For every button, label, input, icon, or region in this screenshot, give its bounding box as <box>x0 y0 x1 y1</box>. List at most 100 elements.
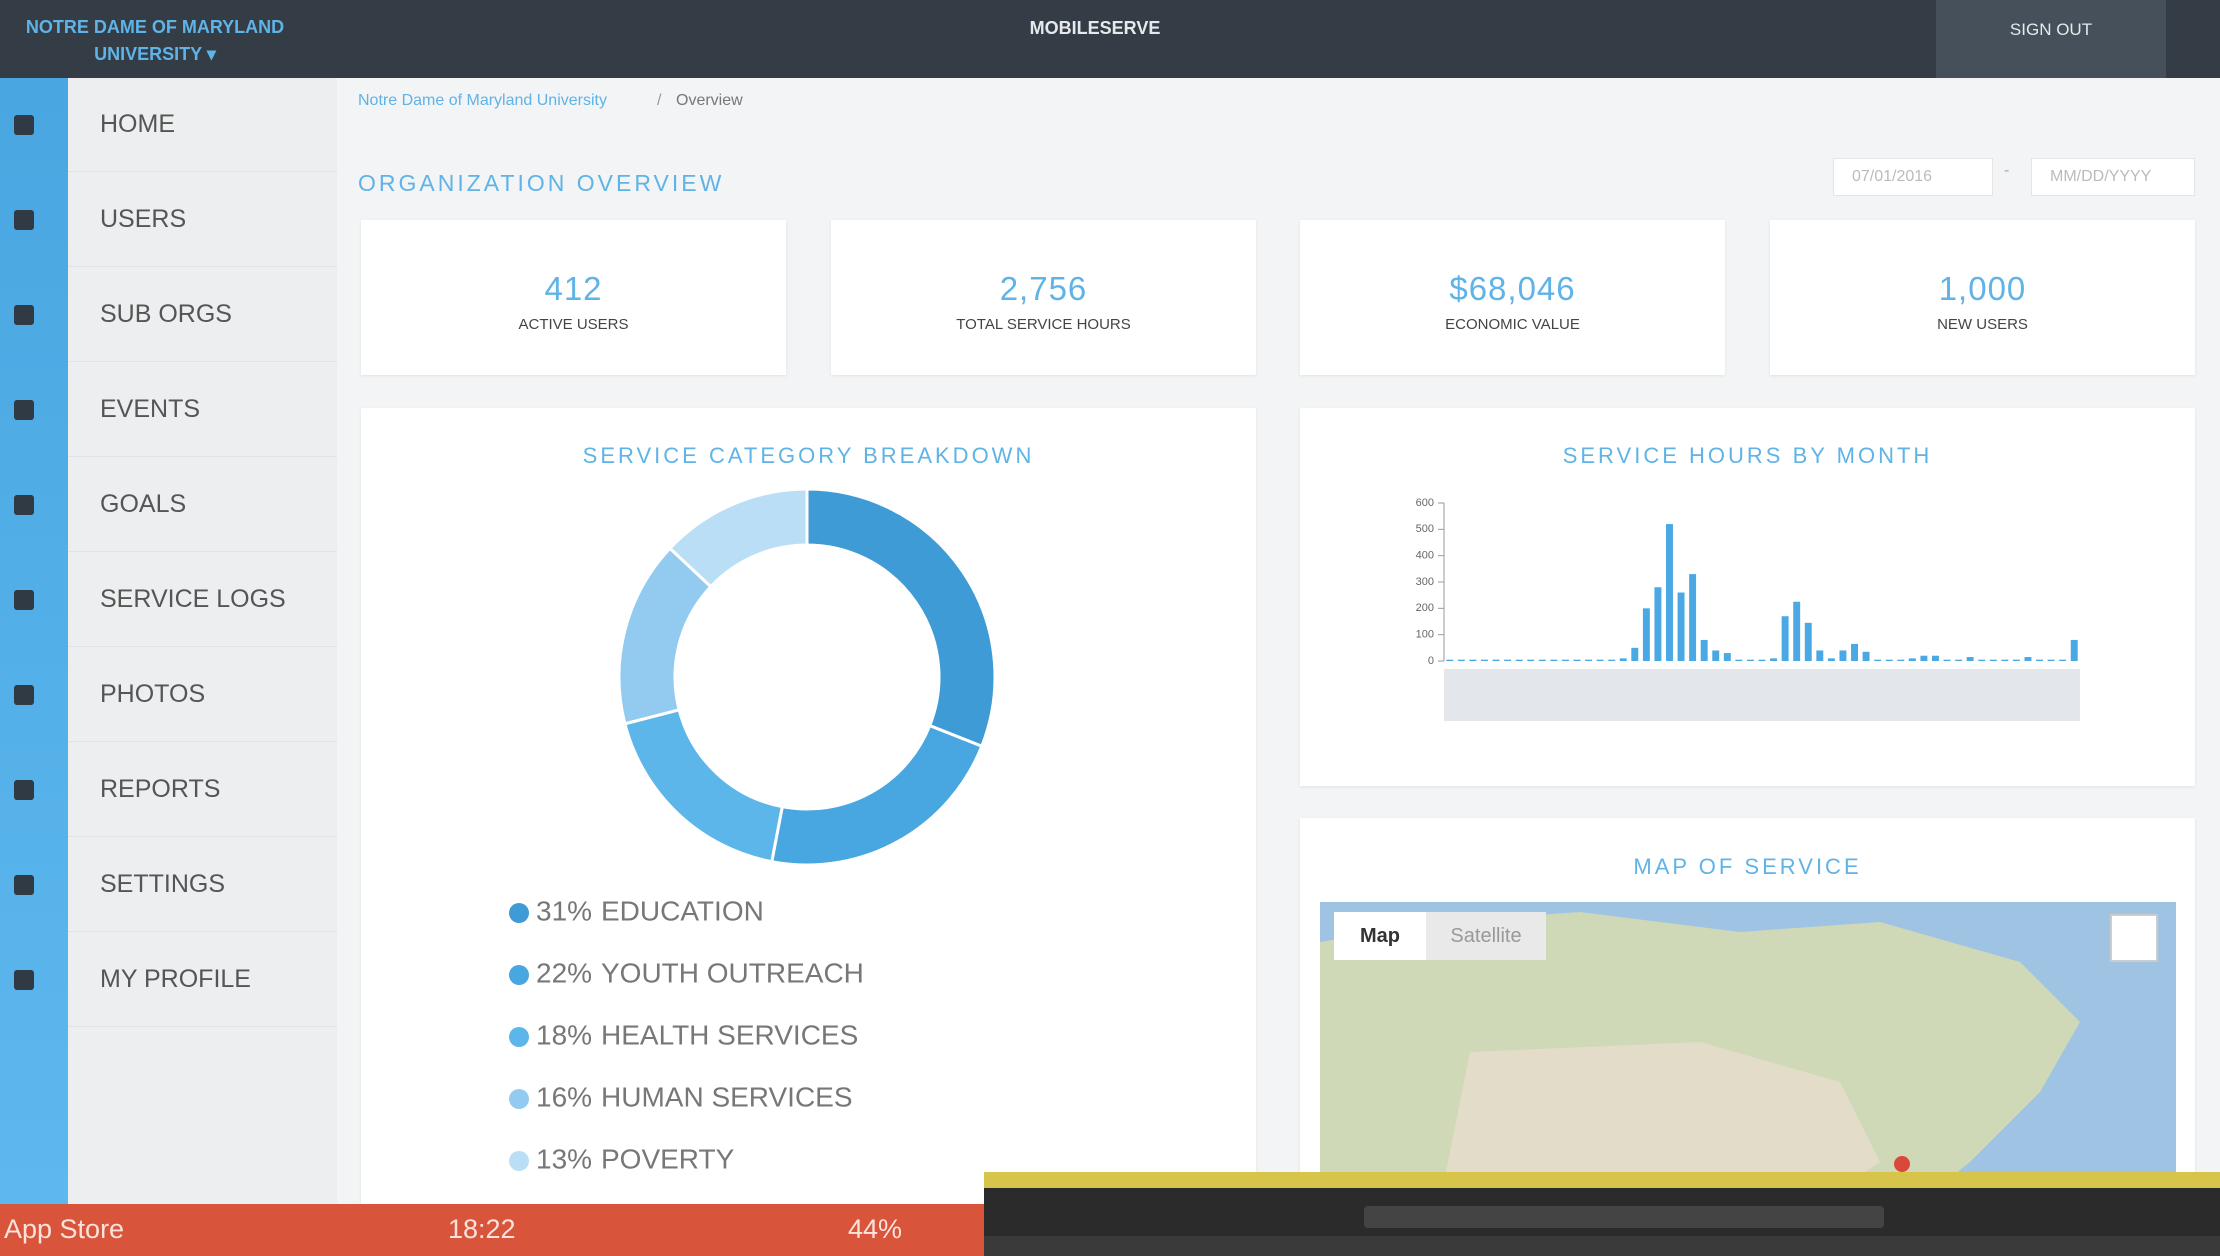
bar <box>1504 659 1512 661</box>
bar <box>1781 616 1789 661</box>
page-title: ORGANIZATION OVERVIEW <box>358 170 725 196</box>
bar <box>2012 659 2020 661</box>
date-start[interactable]: 07/01/2016 <box>1833 158 1993 196</box>
nav-item <box>68 933 337 1027</box>
nav-icon <box>14 400 34 420</box>
bar <box>2036 659 2043 661</box>
nav-label[interactable]: REPORTS <box>100 775 221 803</box>
legend-value: 16% <box>536 1081 592 1112</box>
nav-icon <box>14 115 34 135</box>
overlay-dock <box>984 1236 2220 1256</box>
stat-card: $68,046 ECONOMIC VALUE <box>1300 220 1725 375</box>
bar <box>1735 659 1743 661</box>
bar <box>1700 639 1708 661</box>
bar <box>1654 587 1662 661</box>
stat-value: 412 <box>544 270 603 307</box>
status-left: App Store <box>4 1214 125 1244</box>
bar <box>1492 659 1500 661</box>
legend-label: POVERTY <box>601 1143 735 1174</box>
bar <box>1723 653 1731 661</box>
nav-icon <box>14 970 34 990</box>
nav-icon <box>14 210 34 230</box>
y-tick-label: 300 <box>1416 576 1434 588</box>
stat-card: 2,756 TOTAL SERVICE HOURS <box>831 220 1256 375</box>
nav-label[interactable]: EVENTS <box>100 395 201 423</box>
map-title: MAP OF SERVICE <box>1633 854 1862 879</box>
nav-label[interactable]: SETTINGS <box>100 870 226 898</box>
legend-marker <box>509 1027 529 1047</box>
overlay-menubar <box>984 1172 2220 1188</box>
status-bar: App Store 18:22 44% <box>0 1204 984 1256</box>
stat-value: $68,046 <box>1449 270 1576 307</box>
bar <box>1920 655 1928 661</box>
stat-card: 412 ACTIVE USERS <box>361 220 786 375</box>
bar <box>1677 592 1685 661</box>
legend-value: 18% <box>536 1019 592 1050</box>
breadcrumb-item: Overview <box>676 92 743 109</box>
icon-strip <box>0 78 68 1204</box>
nav-label[interactable]: PHOTOS <box>100 680 206 708</box>
chart-card: SERVICE HOURS BY MONTH 0 100 200 300 400 500 60… <box>1300 408 2195 786</box>
fullscreen-button[interactable] <box>2110 914 2158 962</box>
bar <box>1446 659 1454 661</box>
bar <box>1469 659 1477 661</box>
stat-label: ECONOMIC VALUE <box>1445 316 1580 333</box>
bar <box>1585 659 1593 661</box>
nav-item <box>68 838 337 932</box>
map-type-button[interactable]: Map <box>1334 912 1426 960</box>
bar <box>1862 651 1870 661</box>
legend-label: HUMAN SERVICES <box>601 1081 853 1112</box>
bar <box>1874 659 1882 661</box>
bar <box>1515 659 1523 661</box>
bar <box>1573 659 1581 661</box>
map-marker <box>1894 1156 1910 1172</box>
nav-label[interactable]: USERS <box>100 205 187 233</box>
bar <box>1966 657 1974 661</box>
nav-item <box>68 648 337 742</box>
bar <box>1943 659 1951 661</box>
nav-label[interactable]: SUB ORGS <box>100 300 232 328</box>
legend-marker <box>509 1089 529 1109</box>
map-type-button[interactable]: Satellite <box>1426 912 1546 960</box>
y-tick-label: 600 <box>1416 497 1434 509</box>
nav-icon <box>14 305 34 325</box>
status-time: 18:22 <box>448 1214 516 1244</box>
nav-label[interactable]: MY PROFILE <box>100 965 251 993</box>
bar-chart: 0 100 200 300 400 500 600 <box>1416 497 2080 721</box>
stat-label: TOTAL SERVICE HOURS <box>956 316 1131 333</box>
date-separator: - <box>2004 162 2010 179</box>
sign-out-button[interactable]: SIGN OUT <box>1936 0 2166 78</box>
date-end[interactable]: MM/DD/YYYY <box>2031 158 2195 196</box>
bar <box>1642 608 1650 661</box>
bar <box>2070 639 2078 661</box>
org-switcher[interactable]: NOTRE DAME OF MARYLAND UNIVERSITY ▾ <box>25 17 285 64</box>
bar <box>1527 659 1535 661</box>
overlay-window <box>984 1172 2220 1256</box>
bar <box>1561 659 1569 661</box>
legend-value: 31% <box>536 895 592 926</box>
map-land <box>1440 1042 1880 1202</box>
bar <box>1712 650 1720 661</box>
legend-marker <box>509 903 529 923</box>
nav-icon <box>14 590 34 610</box>
bar <box>1746 659 1754 661</box>
y-tick-label: 0 <box>1428 655 1434 667</box>
bar <box>1608 659 1616 661</box>
bar <box>1538 659 1546 661</box>
map-card: MAP OF SERVICE Map Satellite <box>1300 818 2195 1218</box>
y-tick-label: 400 <box>1416 550 1434 562</box>
nav-label[interactable]: GOALS <box>100 490 187 518</box>
bar <box>1770 658 1778 661</box>
nav-item <box>68 173 337 267</box>
breadcrumb-item[interactable]: Notre Dame of Maryland University <box>358 92 607 109</box>
bar <box>1885 659 1893 661</box>
nav-icon <box>14 685 34 705</box>
bar <box>1666 524 1673 661</box>
donut-slice <box>667 487 809 589</box>
nav-label[interactable]: SERVICE LOGS <box>100 585 286 613</box>
nav-label[interactable]: HOME <box>100 110 175 138</box>
legend-label: HEALTH SERVICES <box>601 1019 858 1050</box>
bar <box>1955 659 1963 661</box>
